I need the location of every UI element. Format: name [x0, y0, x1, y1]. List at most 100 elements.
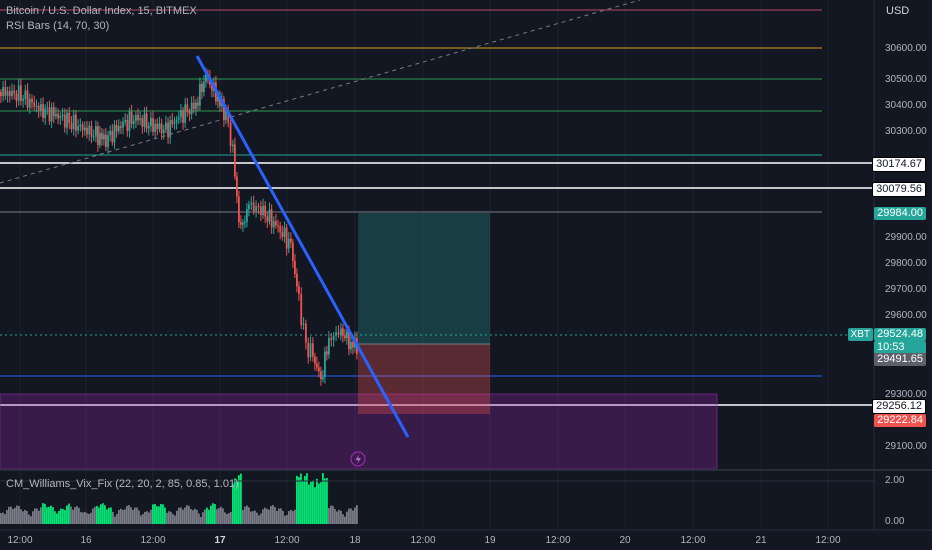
symbol-title[interactable]: Bitcoin / U.S. Dollar Index, 15, BITMEX [6, 5, 197, 17]
candle-body [203, 81, 205, 93]
vix-fix-legend[interactable]: CM_Williams_Vix_Fix (22, 20, 2, 85, 0.85… [6, 478, 239, 490]
candle-body [26, 90, 29, 108]
candle-body [318, 367, 320, 372]
candle-body [31, 98, 33, 103]
candle-body [266, 216, 269, 222]
candle-body [307, 342, 310, 358]
candle-body [72, 114, 75, 130]
candle-body [287, 238, 290, 249]
vix-bar [144, 511, 146, 524]
vix-bar [82, 512, 84, 524]
vix-bar [142, 514, 144, 524]
lightning-icon[interactable] [350, 451, 366, 467]
candle-body [182, 110, 184, 123]
vix-bar [332, 505, 334, 524]
price-tick: 30600.00 [885, 43, 927, 54]
candle-body [186, 104, 189, 112]
vix-bar [108, 507, 110, 524]
vix-bar [346, 511, 348, 524]
vix-bar [60, 508, 62, 524]
rsi-bars-legend[interactable]: RSI Bars (14, 70, 30) [6, 20, 110, 32]
vix-bar [44, 503, 46, 524]
vix-bar [28, 514, 30, 524]
candle-body [171, 120, 174, 124]
candle-body [130, 111, 133, 124]
price-tag-level-2[interactable]: 30079.56 [872, 182, 926, 197]
vix-bar [88, 513, 90, 524]
vix-bar [210, 505, 212, 524]
last-price-tag[interactable]: 29524.48 [874, 328, 926, 341]
price-tag-entry[interactable]: 29491.65 [874, 353, 926, 366]
candle-body [0, 92, 2, 96]
vix-bar [212, 503, 214, 524]
candle-body [165, 122, 167, 130]
vix-bar [208, 509, 210, 524]
vix-bar [268, 509, 270, 524]
candle-body [143, 113, 146, 127]
candle-body [145, 113, 148, 129]
vix-bar [306, 473, 308, 524]
vix-bar [158, 506, 160, 524]
candle-body [190, 102, 193, 115]
price-tag-level-1[interactable]: 30174.67 [872, 157, 926, 172]
candle-body [255, 206, 257, 212]
price-tick: 29600.00 [885, 310, 927, 321]
candle-body [120, 126, 122, 128]
candle-body [63, 114, 66, 128]
vix-bar [62, 508, 64, 524]
vix-bar [218, 508, 220, 524]
vix-bar [168, 511, 170, 524]
vix-bar [224, 512, 226, 524]
candle-body [124, 119, 127, 122]
vix-bar [172, 513, 174, 524]
vix-bar [340, 510, 342, 524]
candle-body [320, 371, 322, 380]
vix-bar [314, 487, 316, 524]
candle-body [219, 96, 221, 107]
candle-body [95, 126, 97, 137]
candle-body [70, 123, 73, 130]
price-tag-target[interactable]: 29984.00 [874, 207, 926, 220]
candle-body [11, 90, 13, 97]
candle-body [17, 85, 20, 101]
currency-label[interactable]: USD [886, 5, 910, 17]
candle-body [117, 126, 120, 132]
vix-bar [6, 510, 8, 524]
candle-body [312, 343, 314, 357]
price-tag-level-3[interactable]: 29256.12 [872, 399, 926, 414]
vix-bar [238, 475, 240, 524]
candle-body [260, 206, 262, 216]
vix-bar [80, 512, 82, 524]
candle-body [324, 351, 326, 378]
time-tick: 21 [755, 535, 767, 546]
candle-body [270, 209, 273, 228]
candle-body [285, 227, 288, 249]
candle-body [105, 134, 107, 148]
candle-body [132, 120, 135, 124]
candle-body [126, 119, 129, 131]
vix-bar [246, 505, 248, 524]
vix-bar [122, 509, 124, 524]
vix-bar [116, 514, 118, 524]
vix-bar [48, 506, 50, 524]
vix-bar [84, 511, 86, 524]
candle-body [24, 90, 27, 99]
vix-bar [178, 507, 180, 524]
candle-body [150, 117, 152, 126]
vix-bar [248, 507, 250, 524]
vix-bar [166, 512, 168, 524]
vix-bar [56, 513, 58, 524]
candle-body [268, 209, 271, 222]
price-tag-stop[interactable]: 29222.84 [874, 414, 926, 427]
vix-bar [130, 507, 132, 524]
vix-bar [16, 505, 18, 524]
symbol-badge[interactable]: XBT [847, 328, 873, 341]
grid [19, 0, 829, 530]
vix-bar [174, 515, 176, 524]
vix-bar [288, 511, 290, 524]
candle-body [154, 123, 157, 132]
price-tick: 29700.00 [885, 284, 927, 295]
candle-body [211, 84, 213, 91]
candle-body [37, 105, 40, 111]
